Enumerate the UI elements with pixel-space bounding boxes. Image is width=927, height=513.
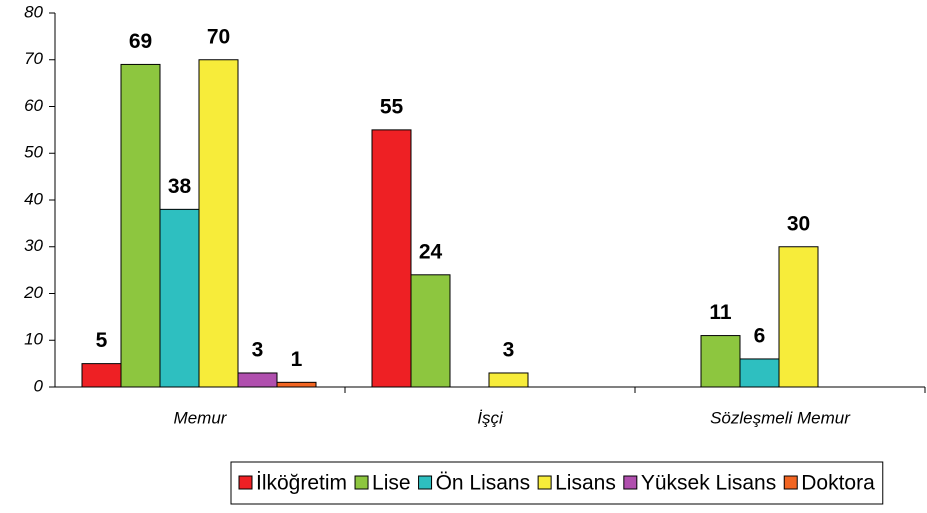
y-tick-label: 50	[24, 143, 43, 162]
value-label: 55	[380, 95, 404, 118]
bar	[237, 372, 278, 388]
bar	[159, 208, 200, 388]
bar	[488, 372, 529, 388]
value-label: 5	[96, 329, 108, 352]
y-tick-label: 10	[24, 330, 43, 349]
y-tick-label: 60	[24, 96, 43, 115]
value-label: 70	[207, 25, 230, 48]
bar	[276, 381, 317, 388]
value-label: 69	[129, 30, 152, 53]
y-tick-label: 70	[24, 49, 43, 68]
bar	[120, 63, 161, 388]
legend-label: İlköğretim	[256, 472, 347, 495]
y-tick-label: 20	[23, 283, 43, 302]
value-label: 30	[787, 212, 810, 235]
value-label: 3	[503, 339, 515, 362]
legend-label: Doktora	[801, 472, 875, 495]
bar	[778, 246, 819, 388]
legend-swatch	[623, 475, 638, 490]
bar	[81, 363, 122, 388]
bar	[739, 358, 780, 388]
value-label: 3	[252, 339, 264, 362]
x-tick-label: Sözleşmeli Memur	[710, 408, 851, 427]
y-tick-label: 80	[24, 2, 43, 21]
legend-swatch	[537, 475, 552, 490]
legend-swatch	[238, 475, 253, 490]
legend-label: Ön Lisans	[436, 472, 531, 495]
x-tick-label: Memur	[174, 408, 228, 427]
bar	[371, 129, 412, 388]
value-label: 38	[168, 175, 192, 198]
legend-swatch	[418, 475, 433, 490]
legend	[230, 461, 884, 505]
y-tick-label: 0	[34, 376, 44, 395]
value-label: 6	[754, 324, 766, 347]
bar	[198, 59, 239, 388]
legend-label: Lise	[372, 472, 411, 495]
value-label: 1	[291, 348, 303, 371]
value-label: 11	[709, 301, 732, 324]
y-tick-label: 30	[24, 236, 43, 255]
legend-label: Lisans	[555, 472, 616, 495]
legend-swatch	[783, 475, 798, 490]
bar	[410, 274, 451, 388]
legend-label: Yüksek Lisans	[641, 472, 776, 495]
y-tick-label: 40	[24, 189, 43, 208]
value-label: 24	[419, 240, 443, 263]
bar	[700, 335, 741, 388]
x-tick-label: İşçi	[477, 408, 504, 427]
legend-swatch	[354, 475, 369, 490]
